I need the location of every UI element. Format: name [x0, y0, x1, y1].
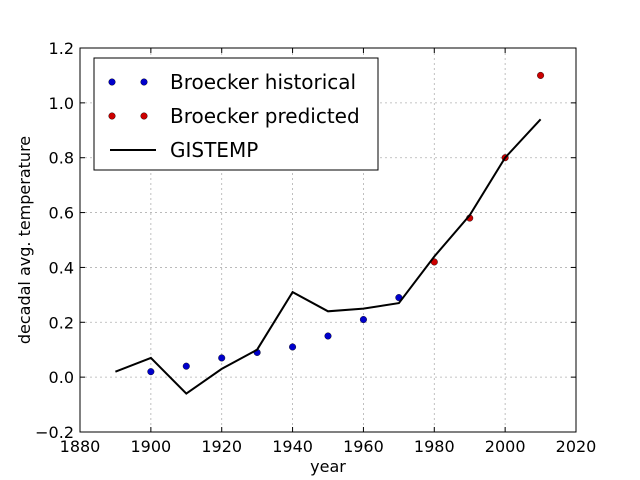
- legend-item: Broecker historical: [108, 70, 356, 94]
- x-tick-label: 1920: [201, 437, 242, 456]
- x-tick-label: 1940: [272, 437, 313, 456]
- y-tick-label: 0.8: [49, 149, 74, 168]
- y-tick-label: 0.4: [49, 258, 74, 277]
- y-tick-label: 0.2: [49, 313, 74, 332]
- y-axis-label: decadal avg. temperature: [15, 136, 34, 344]
- series-1: [430, 71, 545, 266]
- x-tick-label: 1900: [130, 437, 171, 456]
- legend-item: Broecker predicted: [108, 104, 360, 128]
- plot-frame: [79, 47, 577, 433]
- x-tick-label: 1960: [343, 437, 384, 456]
- legend-label: Broecker predicted: [170, 104, 360, 128]
- data-point: [537, 71, 545, 79]
- data-point: [182, 362, 190, 370]
- series-layer: [115, 71, 545, 395]
- legend-label: Broecker historical: [170, 70, 356, 94]
- x-tick-label: 1980: [414, 437, 455, 456]
- series-0: [147, 294, 403, 376]
- data-point: [324, 332, 332, 340]
- legend-marker: [140, 112, 148, 120]
- data-point: [359, 316, 367, 324]
- data-point: [147, 368, 155, 376]
- data-point: [289, 343, 297, 351]
- gistemp-line: [115, 118, 542, 395]
- x-tick-label: 1880: [60, 437, 101, 456]
- data-point: [218, 354, 226, 362]
- ticks: 1880 1900 1920 1940 1960 1980 2000 2020 −0.2 0.0 0…: [35, 39, 596, 456]
- legend: Broecker historical Broecker predicted GIS…: [93, 57, 379, 171]
- x-axis-label: year: [310, 457, 346, 476]
- legend-marker: [108, 112, 116, 120]
- y-tick-label: 0.6: [49, 204, 74, 223]
- series-2: [115, 118, 542, 395]
- legend-marker: [108, 78, 116, 86]
- x-tick-label: 2000: [485, 437, 526, 456]
- legend-label: GISTEMP: [170, 138, 258, 162]
- y-tick-label: 0.0: [49, 368, 74, 387]
- y-tick-label: 1.0: [49, 94, 74, 113]
- y-tick-label: −0.2: [35, 423, 74, 442]
- x-tick-label: 2020: [556, 437, 597, 456]
- legend-item: GISTEMP: [110, 138, 258, 162]
- legend-marker: [140, 78, 148, 86]
- y-tick-label: 1.2: [49, 39, 74, 58]
